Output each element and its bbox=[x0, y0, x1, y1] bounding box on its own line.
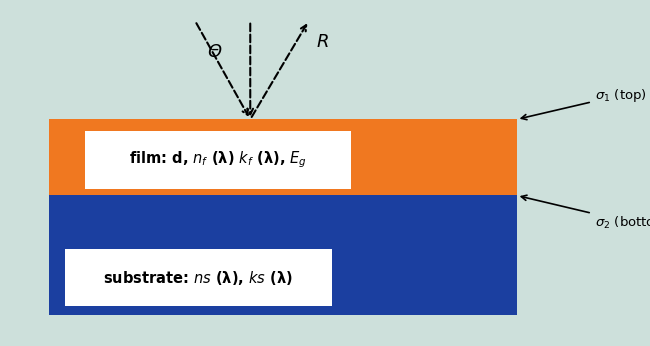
Text: $\sigma_1$ (top): $\sigma_1$ (top) bbox=[521, 86, 647, 120]
Bar bbox=[84, 131, 351, 189]
Bar bbox=[49, 119, 517, 195]
Text: $\sigma_2$ (bottom): $\sigma_2$ (bottom) bbox=[521, 195, 650, 231]
Text: film: d, $n_f$ (λ) $k_f$ (λ), $E_g$: film: d, $n_f$ (λ) $k_f$ (λ), $E_g$ bbox=[129, 150, 307, 170]
Text: Θ: Θ bbox=[207, 43, 222, 61]
Text: R: R bbox=[317, 33, 329, 51]
Bar bbox=[49, 195, 517, 315]
Text: substrate: $ns$ (λ), $ks$ (λ): substrate: $ns$ (λ), $ks$ (λ) bbox=[103, 268, 293, 287]
Bar bbox=[65, 249, 332, 306]
